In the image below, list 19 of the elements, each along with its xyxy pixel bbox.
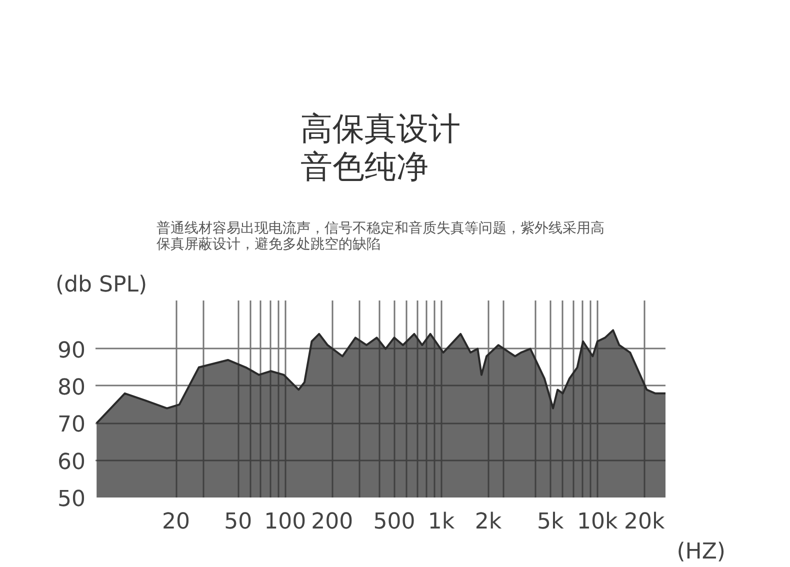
y-tick-label: 70: [58, 412, 86, 438]
x-tick-label: 50: [224, 510, 252, 534]
y-axis-title: (db SPL): [56, 272, 148, 298]
y-tick-label: 60: [58, 450, 86, 475]
x-axis-title: (HZ): [676, 540, 726, 564]
x-tick-label: 5k: [537, 510, 564, 534]
y-tick-label: 80: [58, 375, 86, 400]
x-tick-label: 200: [311, 510, 354, 534]
chart-subtitle: 普通线材容易出现电流声，信号不稳定和音质失真等问题，紫外线采用高保真屏蔽设计，避免多处跳空的缺陷: [156, 220, 604, 252]
x-tick-label: 20: [162, 510, 190, 534]
chart-title: 高保真设计音色纯净: [300, 110, 460, 186]
x-tick-label: 2k: [474, 510, 502, 534]
x-tick-label: 1k: [428, 510, 455, 534]
y-tick-label: 90: [58, 338, 86, 364]
x-tick-label: 20k: [624, 510, 666, 534]
x-tick-label: 10k: [577, 510, 618, 534]
x-tick-label: 100: [264, 510, 306, 534]
y-tick-label: 50: [58, 487, 86, 512]
x-tick-label: 500: [373, 510, 416, 534]
